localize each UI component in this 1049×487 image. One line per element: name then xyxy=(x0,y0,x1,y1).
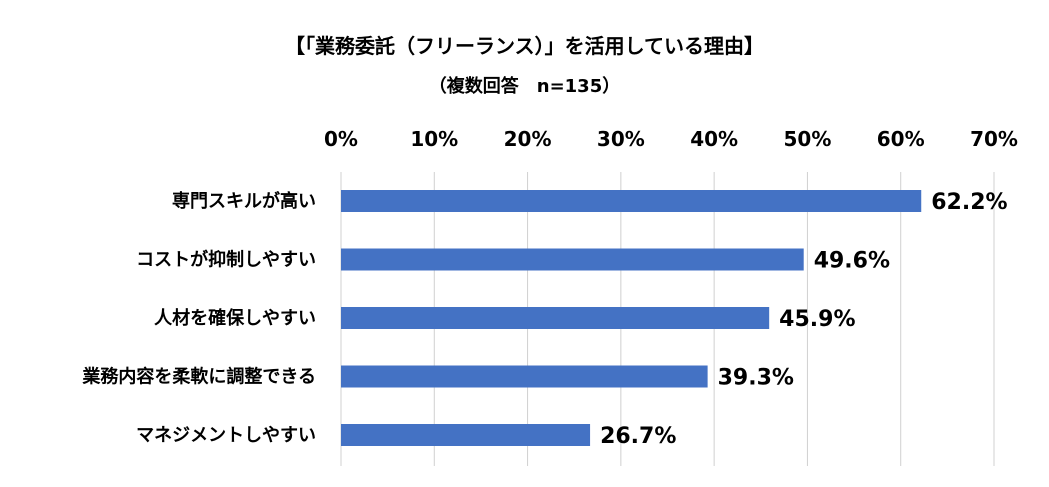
bar xyxy=(341,424,591,446)
bar xyxy=(341,248,804,271)
value-label: 26.7% xyxy=(600,424,676,449)
bar xyxy=(341,190,922,212)
x-tick-label: 30% xyxy=(597,127,645,151)
value-labels: 62.2% 49.6% 45.9% 39.3% 26.7% xyxy=(600,190,1007,449)
x-axis-ticks: 0% 10% 20% 30% 40% 50% 60% 70% xyxy=(324,127,1018,151)
category-label: 業務内容を柔軟に調整できる xyxy=(81,366,316,388)
bar xyxy=(341,307,770,329)
x-tick-label: 60% xyxy=(877,127,925,151)
x-tick-label: 10% xyxy=(410,127,458,151)
bars xyxy=(341,190,922,446)
category-label: 専門スキルが高い xyxy=(172,190,316,212)
x-tick-label: 0% xyxy=(324,127,358,151)
category-label: マネジメントしやすい xyxy=(136,425,316,446)
chart-subtitle: （複数回答 n=135） xyxy=(428,76,621,97)
value-label: 45.9% xyxy=(779,307,855,332)
category-label: 人材を確保しやすい xyxy=(154,307,316,329)
chart-title: 【「業務委託（フリーランス）」を活用している理由】 xyxy=(285,34,764,58)
x-tick-label: 50% xyxy=(783,127,831,151)
value-label: 62.2% xyxy=(931,190,1007,215)
value-label: 39.3% xyxy=(718,366,794,391)
x-tick-label: 40% xyxy=(690,127,738,151)
bar xyxy=(341,365,708,388)
value-label: 49.6% xyxy=(814,249,890,274)
x-tick-label: 70% xyxy=(970,127,1018,151)
category-labels: 専門スキルが高いコストが抑制しやすい人材を確保しやすい業務内容を柔軟に調整できる… xyxy=(81,190,316,446)
x-tick-label: 20% xyxy=(504,127,552,151)
category-label: コストが抑制しやすい xyxy=(136,249,316,271)
